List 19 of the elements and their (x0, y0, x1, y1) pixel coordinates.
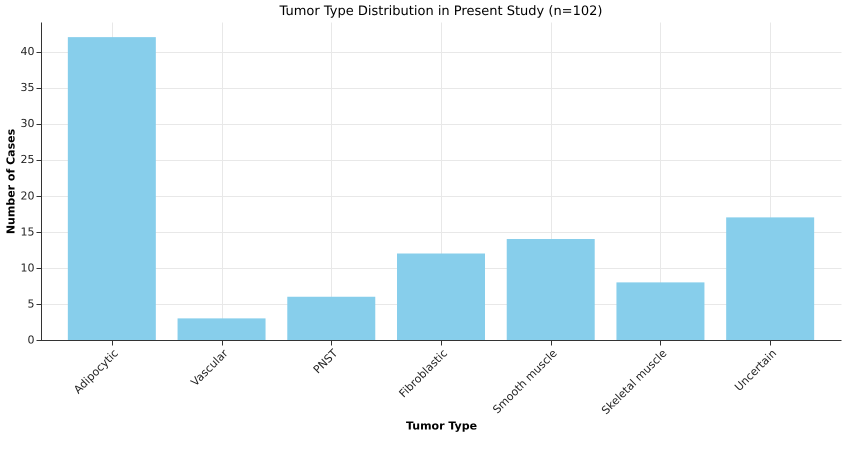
bar (68, 37, 156, 340)
x-axis-title: Tumor Type (406, 419, 478, 432)
bar (397, 253, 485, 340)
y-tick-label: 40 (20, 45, 34, 58)
y-tick-label: 5 (28, 297, 34, 310)
y-tick-label: 20 (20, 189, 34, 202)
y-tick-label: 0 (28, 334, 34, 346)
y-tick-label: 35 (20, 81, 34, 94)
y-tick-label: 15 (20, 225, 34, 238)
bar (287, 296, 376, 340)
bar (726, 217, 814, 340)
y-axis-title: Number of Cases (4, 128, 18, 234)
y-tick-label: 30 (20, 117, 34, 130)
bar (506, 239, 595, 340)
chart-title: Tumor Type Distribution in Present Study (n=102) (278, 4, 602, 19)
y-tick-label: 25 (20, 153, 34, 166)
y-tick-label: 10 (20, 261, 34, 274)
bar (616, 282, 704, 340)
bar (178, 318, 266, 340)
